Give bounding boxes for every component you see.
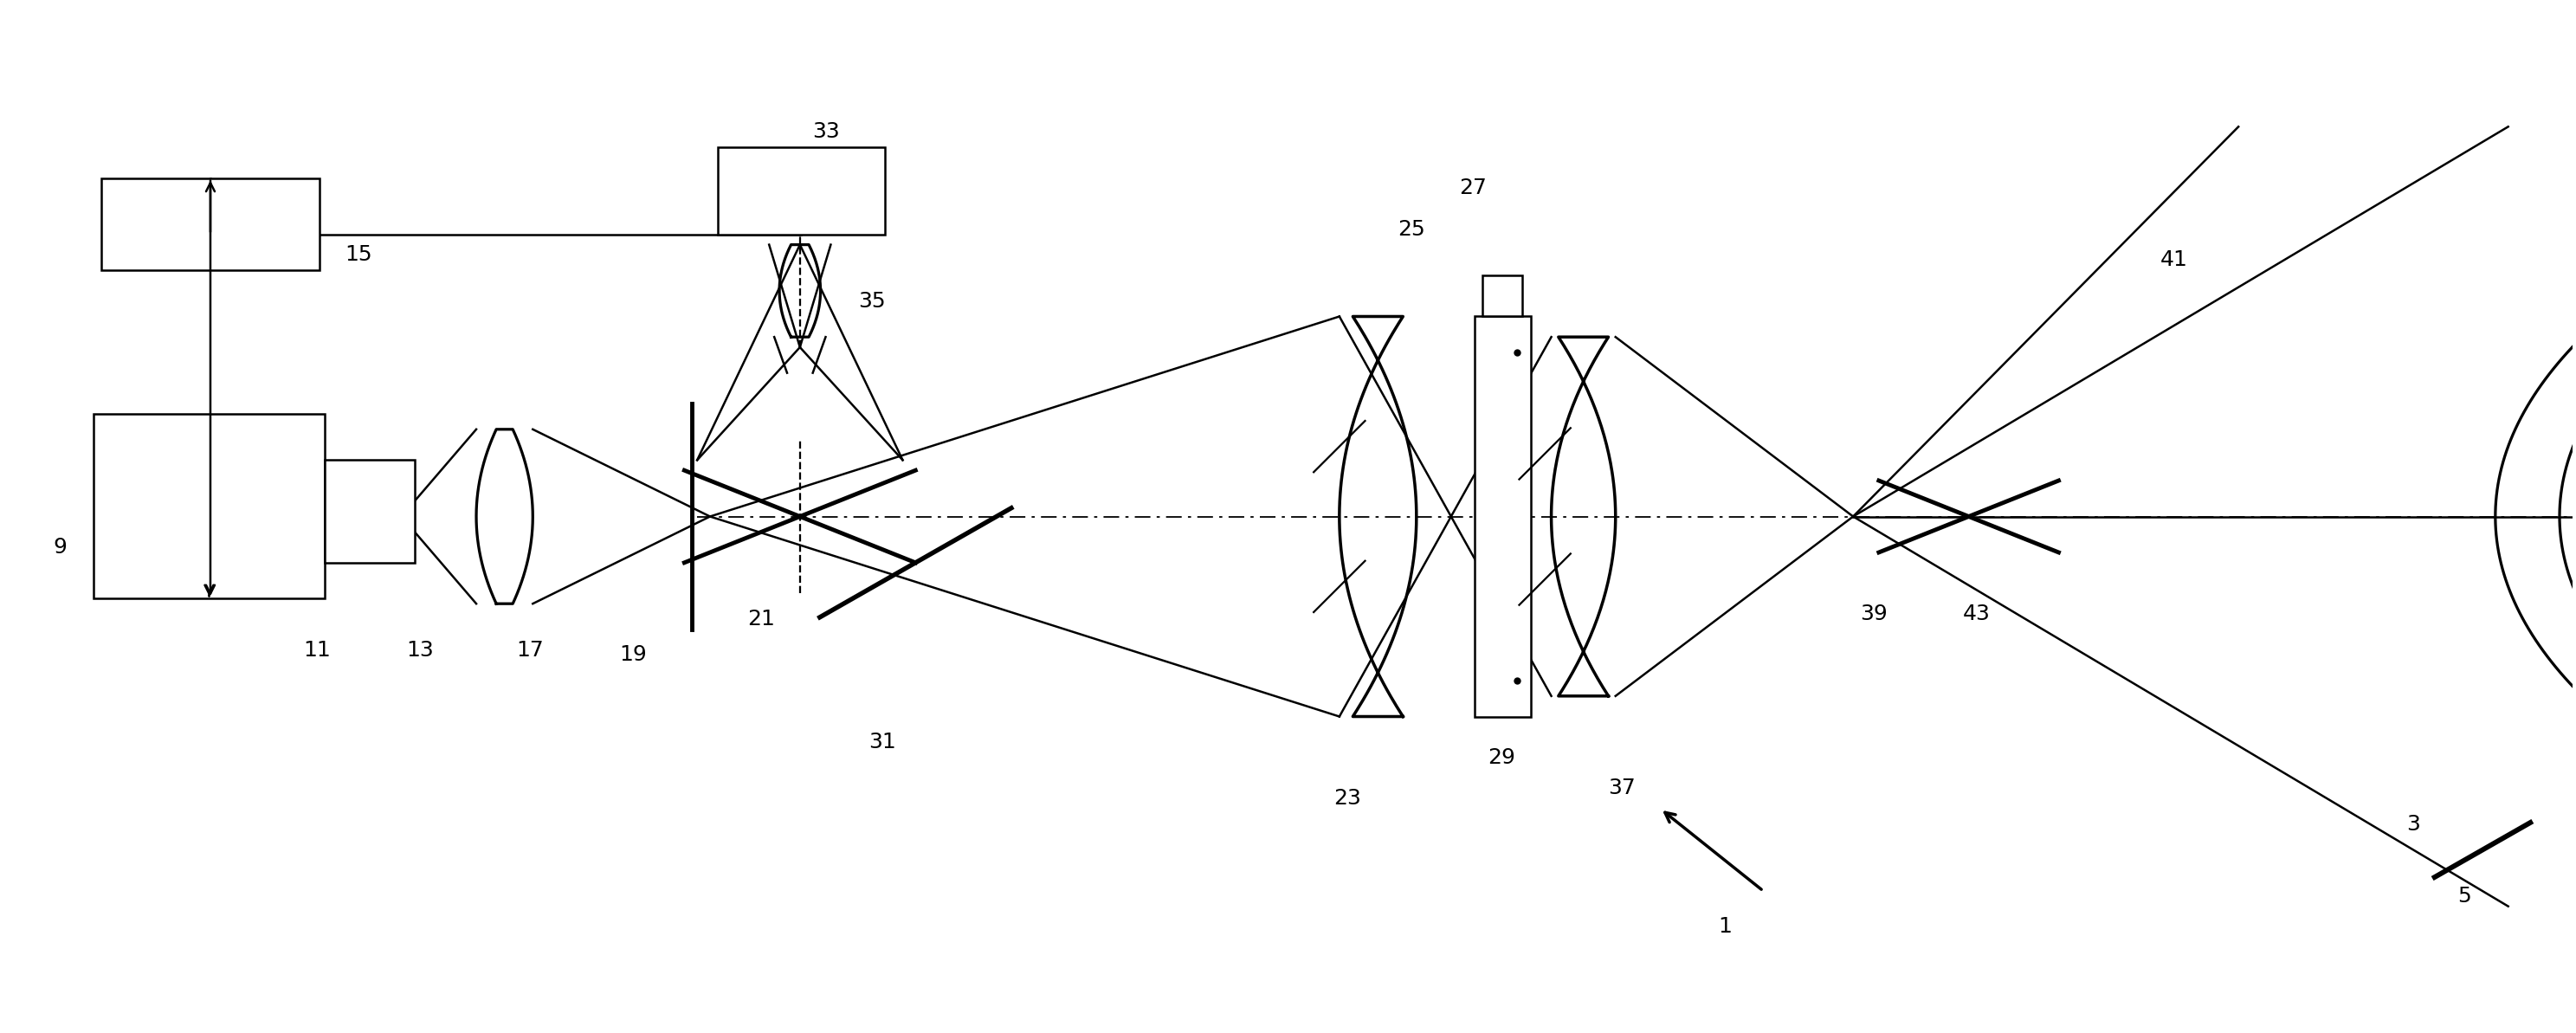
Text: 3: 3 xyxy=(2406,814,2419,835)
Text: 25: 25 xyxy=(1399,219,1425,240)
Text: 43: 43 xyxy=(1963,603,1991,624)
Text: 37: 37 xyxy=(1607,778,1636,799)
Bar xyxy=(93,414,325,598)
Text: 13: 13 xyxy=(407,639,433,660)
Text: 33: 33 xyxy=(811,122,840,143)
Text: 1: 1 xyxy=(1718,916,1731,937)
Text: 23: 23 xyxy=(1334,788,1360,809)
Text: 19: 19 xyxy=(618,645,647,665)
Text: 5: 5 xyxy=(2458,885,2470,906)
Text: 21: 21 xyxy=(747,608,775,629)
Bar xyxy=(719,148,884,234)
Bar xyxy=(100,178,319,271)
Text: 15: 15 xyxy=(345,245,371,265)
Text: 17: 17 xyxy=(515,639,544,660)
Text: 35: 35 xyxy=(858,290,886,312)
Text: 27: 27 xyxy=(1458,178,1486,198)
Text: 9: 9 xyxy=(54,537,67,558)
Text: 11: 11 xyxy=(304,639,330,660)
Text: 31: 31 xyxy=(868,731,896,753)
Text: 41: 41 xyxy=(2161,250,2187,271)
Bar xyxy=(1484,276,1522,316)
Text: 29: 29 xyxy=(1486,747,1515,768)
Bar xyxy=(325,460,415,563)
Text: 39: 39 xyxy=(1860,603,1888,624)
Bar xyxy=(1473,316,1530,717)
